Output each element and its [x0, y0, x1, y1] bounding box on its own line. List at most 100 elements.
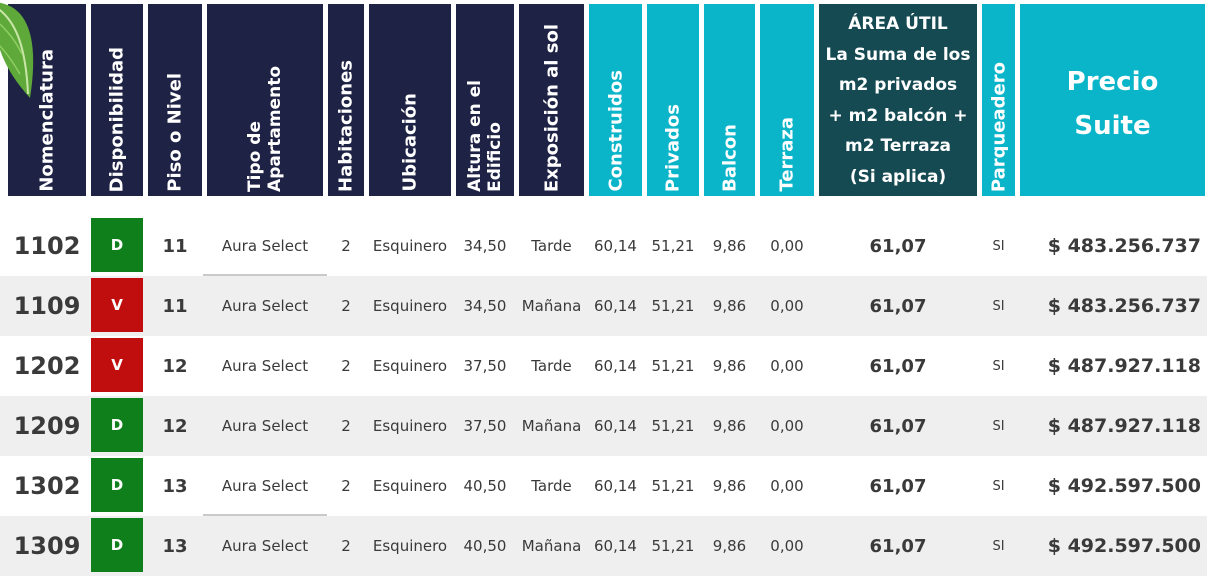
balcon-cell: 9,86 — [712, 417, 747, 435]
balcon-cell: 9,86 — [712, 357, 747, 375]
header-label: Disponibilidad — [106, 46, 128, 192]
construidos-cell: 60,14 — [594, 417, 637, 435]
header-label: Terraza — [776, 117, 798, 192]
precio-cell: $ 487.927.118 — [1047, 415, 1201, 437]
altura-cell: 34,50 — [463, 237, 507, 255]
tipo-cell: Aura Select — [221, 357, 309, 375]
tipo-cell: Aura Select — [221, 297, 309, 315]
piso-cell: 11 — [162, 295, 188, 317]
header-disponibilidad: Disponibilidad — [91, 4, 143, 196]
habitaciones-cell: 2 — [341, 237, 351, 255]
exposicion-cell: Tarde — [531, 357, 572, 375]
exposicion-cell: Mañana — [521, 417, 582, 435]
table-row: 1202 V 12 Aura Select 2 Esquinero 37,50 … — [0, 336, 1207, 396]
parqueadero-cell: SI — [992, 418, 1005, 434]
nomenclatura-cell: 1309 — [13, 532, 81, 560]
piso-cell: 12 — [162, 415, 188, 437]
terraza-cell: 0,00 — [770, 297, 804, 315]
area-util-cell: 61,07 — [869, 535, 927, 557]
exposicion-cell: Mañana — [521, 297, 582, 315]
header-label: Balcon — [719, 124, 740, 192]
privados-cell: 51,21 — [651, 357, 695, 375]
header-habitaciones: Habitaciones — [328, 4, 364, 196]
header-construidos: Construidos — [589, 4, 642, 196]
construidos-cell: 60,14 — [594, 237, 637, 255]
header-label: Habitaciones — [335, 60, 357, 192]
divider — [203, 274, 327, 276]
privados-cell: 51,21 — [651, 537, 695, 555]
header-label: Construidos — [605, 70, 626, 192]
ubicacion-cell: Esquinero — [372, 357, 448, 375]
header-piso: Piso o Nivel — [148, 4, 202, 196]
header-privados: Privados — [647, 4, 699, 196]
exposicion-cell: Tarde — [531, 477, 572, 495]
header-tipo: Tipo de Apartamento — [207, 4, 323, 196]
disponibilidad-badge: D — [91, 398, 143, 452]
table-row: 1209 D 12 Aura Select 2 Esquinero 37,50 … — [0, 396, 1207, 456]
construidos-cell: 60,14 — [594, 477, 637, 495]
construidos-cell: 60,14 — [594, 537, 637, 555]
altura-cell: 34,50 — [463, 297, 507, 315]
piso-cell: 12 — [162, 355, 188, 377]
nomenclatura-cell: 1302 — [13, 472, 81, 500]
habitaciones-cell: 2 — [341, 417, 351, 435]
table-row: 1302 D 13 Aura Select 2 Esquinero 40,50 … — [0, 456, 1207, 516]
header-label: Altura en el Edificio — [465, 80, 505, 192]
table-row: 1102 D 11 Aura Select 2 Esquinero 34,50 … — [0, 216, 1207, 276]
header-label: Exposición al sol — [541, 23, 562, 192]
header-label: Privados — [662, 103, 684, 192]
tipo-cell: Aura Select — [221, 237, 309, 255]
parqueadero-cell: SI — [992, 478, 1005, 494]
terraza-cell: 0,00 — [770, 417, 804, 435]
terraza-cell: 0,00 — [770, 357, 804, 375]
privados-cell: 51,21 — [651, 417, 695, 435]
habitaciones-cell: 2 — [341, 477, 351, 495]
exposicion-cell: Tarde — [531, 237, 572, 255]
nomenclatura-cell: 1202 — [13, 352, 81, 380]
disponibilidad-badge: D — [91, 458, 143, 512]
precio-cell: $ 483.256.737 — [1047, 295, 1201, 317]
area-util-cell: 61,07 — [869, 235, 927, 257]
precio-cell: $ 492.597.500 — [1047, 535, 1201, 557]
exposicion-cell: Mañana — [521, 537, 582, 555]
nomenclatura-cell: 1102 — [13, 232, 81, 260]
tipo-cell: Aura Select — [221, 477, 309, 495]
disponibilidad-badge: D — [91, 518, 143, 572]
header-nomenclatura: Nomenclatura — [8, 4, 86, 196]
header-altura: Altura en el Edificio — [456, 4, 514, 196]
habitaciones-cell: 2 — [341, 537, 351, 555]
table-row: 1109 V 11 Aura Select 2 Esquinero 34,50 … — [0, 276, 1207, 336]
header-label: Ubicación — [399, 93, 421, 192]
tipo-cell: Aura Select — [221, 417, 309, 435]
construidos-cell: 60,14 — [594, 297, 637, 315]
header-label: Parqueadero — [988, 61, 1009, 192]
area-util-cell: 61,07 — [869, 415, 927, 437]
balcon-cell: 9,86 — [712, 297, 747, 315]
parqueadero-cell: SI — [992, 238, 1005, 254]
altura-cell: 40,50 — [463, 537, 507, 555]
header-label: Piso o Nivel — [164, 73, 186, 192]
header-parqueadero: Parqueadero — [982, 4, 1015, 196]
terraza-cell: 0,00 — [770, 537, 804, 555]
habitaciones-cell: 2 — [341, 297, 351, 315]
piso-cell: 13 — [162, 535, 188, 557]
ubicacion-cell: Esquinero — [372, 417, 448, 435]
balcon-cell: 9,86 — [712, 237, 747, 255]
privados-cell: 51,21 — [651, 477, 695, 495]
balcon-cell: 9,86 — [712, 537, 747, 555]
balcon-cell: 9,86 — [712, 477, 747, 495]
disponibilidad-badge: V — [91, 278, 143, 332]
terraza-cell: 0,00 — [770, 477, 804, 495]
piso-cell: 13 — [162, 475, 188, 497]
ubicacion-cell: Esquinero — [372, 477, 448, 495]
parqueadero-cell: SI — [992, 298, 1005, 314]
divider — [203, 514, 327, 516]
terraza-cell: 0,00 — [770, 237, 804, 255]
privados-cell: 51,21 — [651, 237, 695, 255]
area-util-cell: 61,07 — [869, 295, 927, 317]
ubicacion-cell: Esquinero — [372, 297, 448, 315]
header-precio: Precio Suite — [1020, 4, 1205, 196]
altura-cell: 40,50 — [463, 477, 507, 495]
header-label: ÁREA ÚTIL La Suma de los m2 privados + m… — [825, 14, 971, 187]
area-util-cell: 61,07 — [869, 355, 927, 377]
